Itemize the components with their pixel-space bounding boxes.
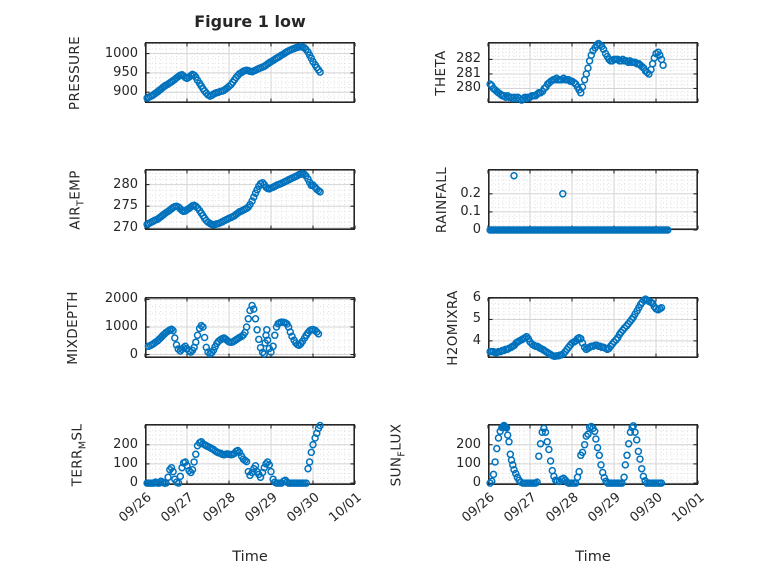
y-tick-label: 200	[456, 436, 481, 452]
scatter-series-mixdepth	[144, 301, 323, 358]
y-tick-label: 280	[456, 80, 481, 96]
time-axis-label-left: Time	[232, 549, 268, 565]
y-axis-label-text: H2OMIXRA	[445, 289, 461, 366]
y-tick-label: 0	[129, 346, 138, 362]
y-axis-label-pressure: PRESSURE	[67, 35, 83, 109]
y-axis-label-theta: THETA	[433, 50, 449, 95]
y-axis-label-terr-msl: TERRMSL	[70, 423, 89, 486]
y-axis-label-text: THETA	[433, 49, 449, 96]
subplot-theta	[486, 39, 699, 104]
y-axis-label-subscript: T	[75, 199, 87, 206]
y-tick-label: 0	[472, 475, 481, 491]
y-axis-label-sun-flux: SUNFLUX	[389, 423, 408, 486]
y-tick-label: 100	[113, 455, 138, 471]
plot-area-pressure	[143, 42, 356, 104]
plot-area-h2omixra	[486, 295, 699, 361]
plot-area-rainfall	[486, 169, 699, 234]
y-axis-label-text: TERR	[69, 448, 86, 486]
subplot-rainfall	[486, 169, 699, 234]
y-axis-label-air-temp: AIRTEMP	[68, 170, 87, 230]
y-axis-label-text: PRESSURE	[67, 35, 83, 110]
subplot-mixdepth	[144, 297, 356, 359]
subplot-terr-msl	[143, 421, 356, 487]
y-axis-label-text: SUN	[388, 456, 405, 486]
plot-area-terr-msl	[143, 421, 356, 487]
y-axis-label-text: RAINFALL	[434, 166, 450, 233]
y-tick-label: 4	[472, 332, 481, 348]
y-tick-label: 270	[113, 219, 138, 235]
y-tick-label: 0.1	[460, 203, 481, 219]
y-tick-label: 281	[456, 65, 481, 81]
scatter-series-sun-flux	[486, 421, 666, 487]
y-tick-label: 282	[456, 51, 481, 67]
y-axis-label-text: AIR	[67, 205, 84, 230]
scatter-series-terr-msl	[143, 421, 324, 487]
y-tick-label: 950	[113, 64, 138, 80]
subplot-sun-flux	[486, 421, 699, 487]
y-tick-label: 200	[113, 436, 138, 452]
plot-area-mixdepth	[144, 297, 356, 359]
scatter-series-rainfall	[486, 171, 672, 234]
y-tick-label: 2000	[104, 291, 138, 307]
scatter-series-h2omixra	[486, 295, 666, 361]
figure-title: Figure 1 low	[194, 12, 306, 31]
y-axis-label-subscript: F	[396, 450, 408, 457]
scatter-series-air-temp	[143, 170, 324, 229]
y-tick-label: 0.2	[460, 185, 481, 201]
plot-area-sun-flux	[486, 421, 699, 487]
subplot-h2omixra	[486, 295, 699, 361]
y-axis-label-text: SL	[69, 423, 86, 441]
y-axis-label-rainfall: RAINFALL	[434, 166, 450, 232]
scatter-series-pressure	[143, 42, 324, 102]
y-tick-label: 5	[472, 311, 481, 327]
y-tick-label: 900	[113, 84, 138, 100]
y-tick-label: 6	[472, 290, 481, 306]
y-tick-label: 100	[456, 455, 481, 471]
plot-area-theta	[486, 39, 699, 104]
y-tick-label: 1000	[104, 319, 138, 335]
subplot-air-temp	[143, 169, 356, 231]
time-axis-label-right: Time	[575, 549, 611, 565]
y-tick-label: 0	[129, 475, 138, 491]
y-tick-label: 0	[472, 222, 481, 237]
subplot-pressure	[143, 42, 356, 104]
y-tick-label: 275	[113, 198, 138, 214]
y-tick-label: 280	[113, 176, 138, 192]
scatter-series-theta	[486, 39, 667, 104]
y-axis-label-text: LUX	[388, 423, 405, 451]
y-axis-label-mixdepth: MIXDEPTH	[65, 291, 81, 365]
y-axis-label-text: EMP	[67, 169, 84, 200]
y-axis-label-h2omixra: H2OMIXRA	[445, 290, 461, 366]
y-axis-label-subscript: M	[77, 440, 89, 449]
y-axis-label-text: MIXDEPTH	[65, 290, 81, 365]
y-tick-label: 1000	[104, 45, 138, 61]
plot-area-air-temp	[143, 169, 356, 231]
